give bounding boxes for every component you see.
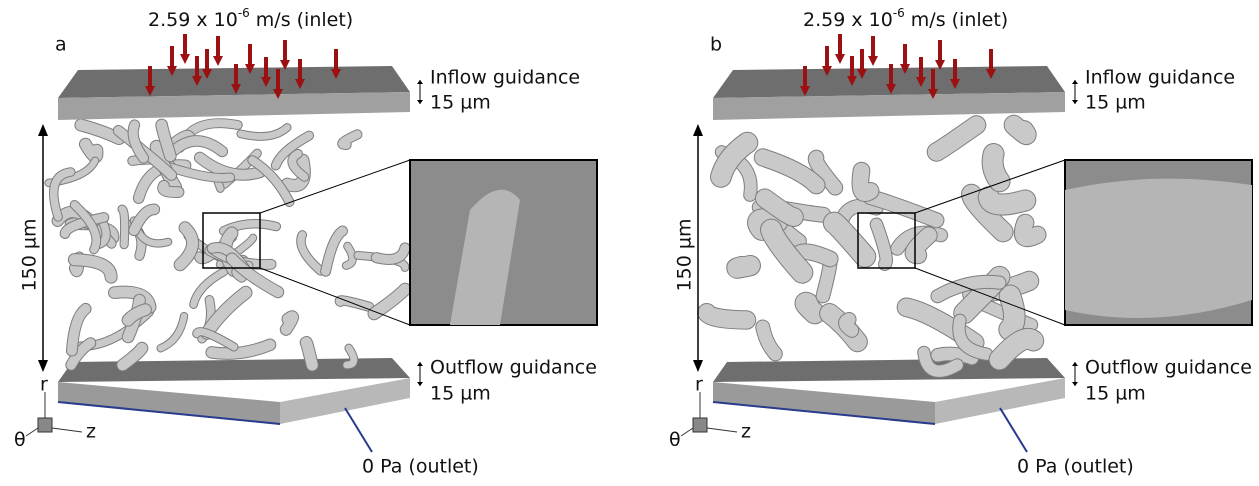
axis-r: r: [695, 374, 703, 396]
outlet-label: 0 Pa (outlet): [1017, 456, 1134, 478]
pore-strut: [122, 209, 125, 244]
dimension-head: [417, 362, 423, 366]
axis-line: [26, 428, 38, 436]
pore-strut: [737, 266, 750, 269]
bottom-plate-front: [713, 382, 935, 424]
inlet-arrow-head: [868, 56, 878, 66]
pore-strut: [1010, 296, 1015, 330]
dimension-head: [417, 100, 423, 104]
pore-strut: [347, 348, 354, 365]
outlet-label: 0 Pa (outlet): [362, 456, 479, 478]
pore-strut: [989, 197, 1026, 204]
pore-strut: [993, 154, 1000, 181]
pore-strut: [806, 303, 815, 313]
pore-strut: [1014, 125, 1027, 135]
pore-strut: [823, 263, 830, 296]
outlet-leader: [1000, 408, 1027, 452]
pore-strut: [346, 246, 352, 265]
axis-line: [707, 428, 737, 432]
inlet-base: 2.59 x 10: [803, 9, 893, 31]
dimension-head: [1072, 362, 1078, 366]
dimension-head: [38, 360, 48, 372]
pore-strut: [845, 319, 851, 330]
bottom-plate-front: [58, 382, 280, 424]
inlet-unit: m/s (inlet): [911, 9, 1008, 31]
dimension-head: [1072, 382, 1078, 386]
axis-icon: [38, 418, 52, 432]
outflow-name: Outflow guidance: [430, 357, 597, 379]
dimension-head: [38, 124, 48, 136]
pore-strut: [286, 317, 293, 330]
inflow-name: Inflow guidance: [1085, 67, 1235, 89]
inlet-base: 2.59 x 10: [148, 9, 238, 31]
panel: 2.59 x 10-6 m/s (inlet) b Inflow guidance 15…: [669, 6, 1252, 478]
inflow-name: Inflow guidance: [430, 67, 580, 89]
inlet-arrow-head: [180, 54, 190, 64]
outlet-leader: [345, 408, 372, 452]
inlet-arrow-head: [213, 56, 223, 66]
inlet-label: 2.59 x 10-6 m/s (inlet): [148, 6, 353, 31]
bottom-plate-side: [935, 378, 1065, 424]
axis-icon: [693, 418, 707, 432]
inlet-exponent: -6: [893, 6, 905, 20]
pore-strut: [85, 144, 96, 157]
zoom-surface: [1065, 179, 1252, 318]
pore-strut: [161, 316, 184, 348]
pore-strut: [301, 235, 321, 271]
dimension-head: [693, 124, 703, 136]
height-label: 150 µm: [674, 219, 696, 292]
inlet-exponent: -6: [238, 6, 250, 20]
inflow-size: 15 µm: [430, 92, 491, 114]
axis-line: [52, 428, 82, 432]
pore-strut: [1023, 223, 1037, 238]
pore-strut: [834, 223, 865, 257]
pore-strut: [241, 127, 287, 136]
dimension-head: [1072, 80, 1078, 84]
axis-line: [681, 428, 693, 436]
bottom-plate-side: [280, 378, 410, 424]
pore-strut: [306, 343, 312, 365]
figure: 2.59 x 10-6m/s (inlet)aInflow guidance15…: [0, 0, 1259, 486]
dimension-head: [693, 360, 703, 372]
axis-z: z: [86, 421, 96, 443]
pore-strut: [134, 209, 154, 230]
axis-z: z: [741, 421, 751, 443]
outflow-name: Outflow guidance: [1085, 357, 1252, 379]
pore-strut: [707, 313, 747, 320]
pore-strut: [212, 345, 270, 354]
axis-theta: θ: [669, 429, 681, 451]
panel-label: a: [55, 34, 67, 56]
axis-theta: θ: [14, 429, 26, 451]
dimension-head: [417, 80, 423, 84]
inflow-size: 15 µm: [1085, 92, 1146, 114]
outflow-size: 15 µm: [1085, 383, 1146, 405]
dimension-head: [1072, 100, 1078, 104]
outflow-size: 15 µm: [430, 383, 491, 405]
axis-r: r: [40, 374, 48, 396]
pore-strut: [326, 231, 343, 271]
panel-label: b: [710, 34, 722, 56]
inlet-unit: m/s (inlet): [256, 9, 353, 31]
pore-strut: [763, 327, 776, 354]
inlet-arrow-head: [835, 54, 845, 64]
dimension-head: [417, 382, 423, 386]
inlet-label: 2.59 x 10-6 m/s (inlet): [803, 6, 1008, 31]
height-label: 150 µm: [19, 219, 41, 292]
panel: 2.59 x 10-6 m/s (inlet) a Inflow guidance 15…: [14, 6, 597, 478]
pore-strut: [937, 125, 977, 152]
